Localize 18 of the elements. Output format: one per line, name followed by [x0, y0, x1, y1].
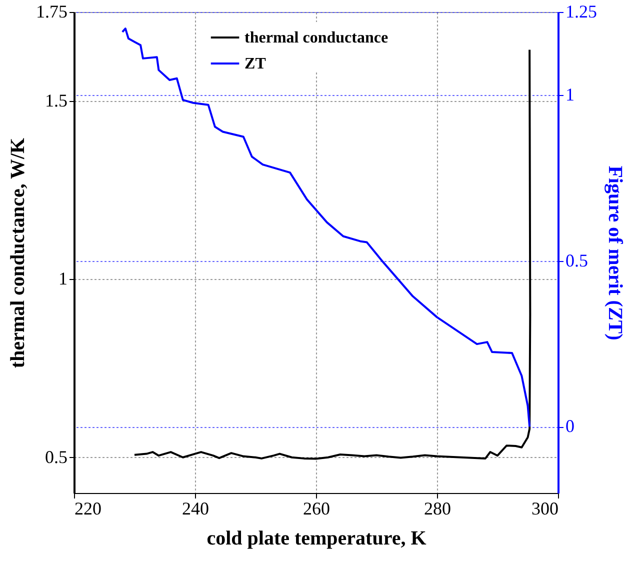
y2-axis-title: Figure of merit (ZT): [604, 166, 626, 340]
y-axis-title: thermal conductance, W/K: [7, 137, 29, 368]
y-tick-label: 1: [58, 268, 68, 289]
x-tick-label: 240: [182, 498, 209, 518]
x-tick-label: 300: [532, 498, 558, 518]
y2-tick-label: 1.25: [566, 2, 597, 22]
legend-label: ZT: [244, 56, 266, 72]
y2-tick-label: 1: [566, 84, 574, 104]
x-axis-title: cold plate temperature, K: [206, 528, 427, 550]
y-tick-label: 0.5: [45, 446, 68, 467]
y2-tick-label: 0: [566, 416, 574, 436]
legend-label: thermal conductance: [244, 30, 388, 46]
y-tick-label: 1.5: [45, 90, 68, 111]
y-tick-label: 1.75: [36, 2, 68, 22]
x-tick-label: 280: [424, 498, 451, 518]
x-tick-label: 220: [74, 498, 102, 518]
x-tick-label: 260: [303, 498, 330, 518]
y2-tick-label: 0.5: [566, 250, 588, 270]
